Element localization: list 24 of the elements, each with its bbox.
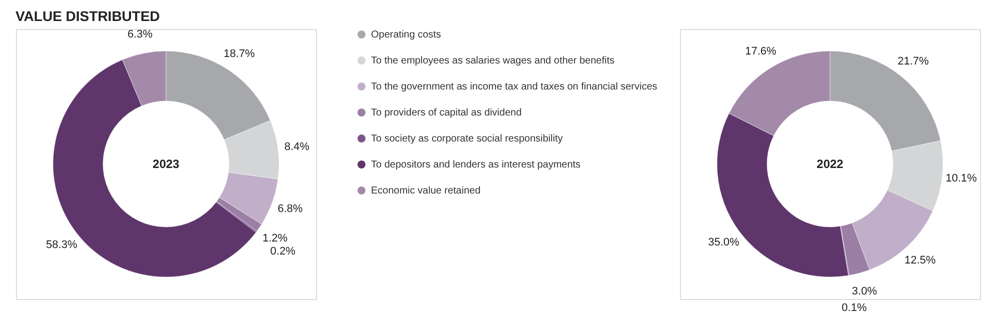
data-label: 17.6% <box>745 46 776 58</box>
text: 2022 <box>816 157 844 171</box>
legend-label: To providers of capital as dividend <box>371 108 522 118</box>
data-label: 6.3% <box>127 28 153 41</box>
legend-label: Operating costs <box>371 30 442 40</box>
data-label: 0.2% <box>270 246 296 258</box>
legend-label: Economic value retained <box>371 186 481 196</box>
data-label: 35.0% <box>708 236 740 248</box>
data-label: 21.7% <box>898 56 929 68</box>
legend-label: To depositors and lenders as interest payments <box>371 160 581 170</box>
data-label: 3.0% <box>852 285 878 298</box>
data-label: 6.8% <box>278 202 303 215</box>
data-label: 10.1% <box>946 172 978 184</box>
legend-label: To the government as income tax and taxes on financial services <box>371 82 658 92</box>
data-label: 58.3% <box>46 238 78 251</box>
data-label: 8.4% <box>284 140 310 153</box>
chart-title: VALUE DISTRIBUTED <box>16 8 160 24</box>
data-label: 12.5% <box>904 254 936 267</box>
data-label: 1.2% <box>262 232 288 244</box>
data-label: 0.1% <box>842 302 867 314</box>
data-label: 18.7% <box>224 48 256 60</box>
legend-label: To society as corporate social responsibility <box>371 134 563 144</box>
legend-label: To the employees as salaries wages and other benefits <box>371 56 614 66</box>
text: 2023 <box>152 157 180 171</box>
